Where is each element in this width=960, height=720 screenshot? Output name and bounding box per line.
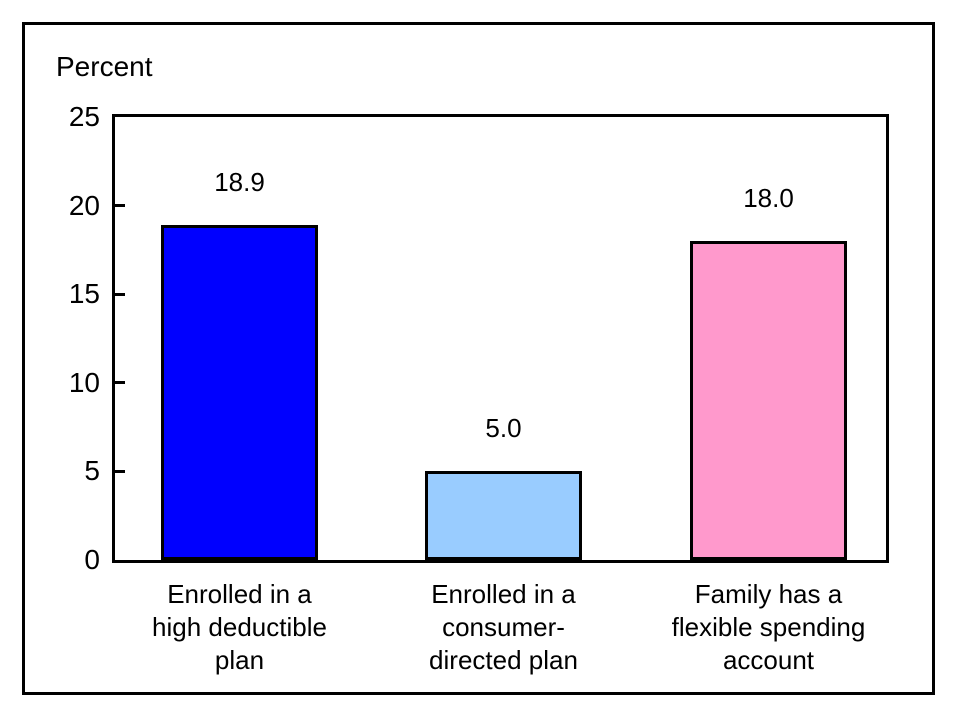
y-axis-tick-label: 20 bbox=[68, 189, 100, 221]
bar bbox=[690, 241, 847, 560]
bar bbox=[425, 471, 582, 560]
y-axis-tick-label: 10 bbox=[68, 366, 100, 398]
y-axis-tick-label: 25 bbox=[68, 101, 100, 132]
y-axis-tick-mark bbox=[115, 204, 125, 208]
bar-value-label: 5.0 bbox=[485, 413, 522, 444]
bar-value-label: 18.9 bbox=[214, 167, 265, 198]
y-axis-title: Percent bbox=[56, 51, 153, 82]
category-label: Enrolled in a high deductible plan bbox=[152, 579, 327, 675]
y-axis-tick-mark bbox=[115, 381, 125, 385]
bar-value-label: 18.0 bbox=[743, 183, 794, 214]
y-axis-tick-mark bbox=[115, 292, 125, 296]
y-axis-tick-label: 15 bbox=[68, 278, 100, 310]
bar bbox=[161, 225, 318, 560]
plot-area bbox=[112, 114, 889, 563]
category-label: Family has a flexible spending account bbox=[671, 579, 866, 675]
category-label: Enrolled in a consumer- directed plan bbox=[429, 579, 578, 675]
y-axis-tick-label: 0 bbox=[84, 544, 100, 575]
y-axis-tick-mark bbox=[115, 469, 125, 473]
y-axis-tick-label: 5 bbox=[84, 455, 100, 487]
